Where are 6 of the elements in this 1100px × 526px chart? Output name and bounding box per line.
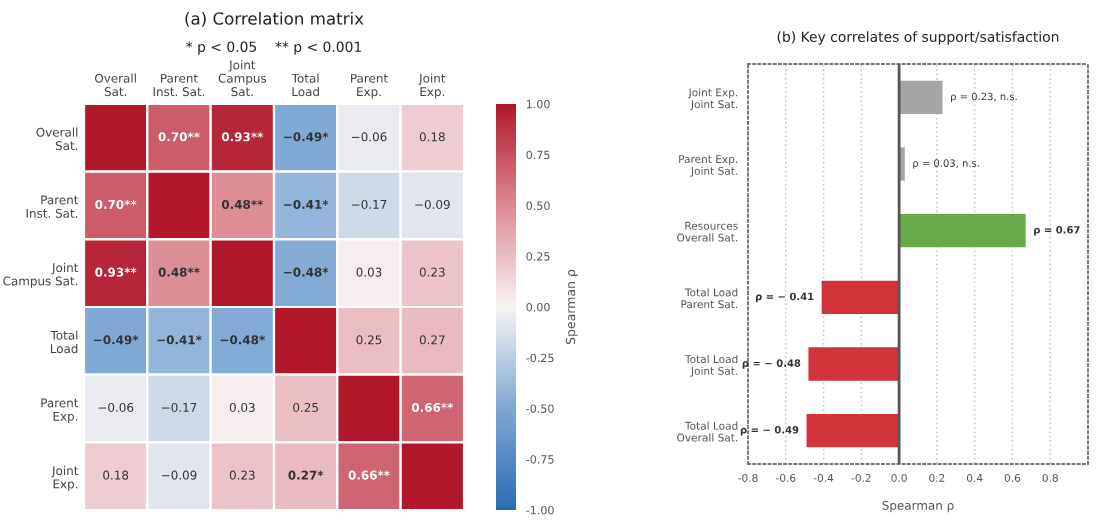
bar [899,80,943,114]
chart-title: (a) Correlation matrix [185,11,364,27]
bar [899,214,1026,248]
bar [806,414,900,448]
bar [821,280,900,314]
bar [808,347,900,381]
